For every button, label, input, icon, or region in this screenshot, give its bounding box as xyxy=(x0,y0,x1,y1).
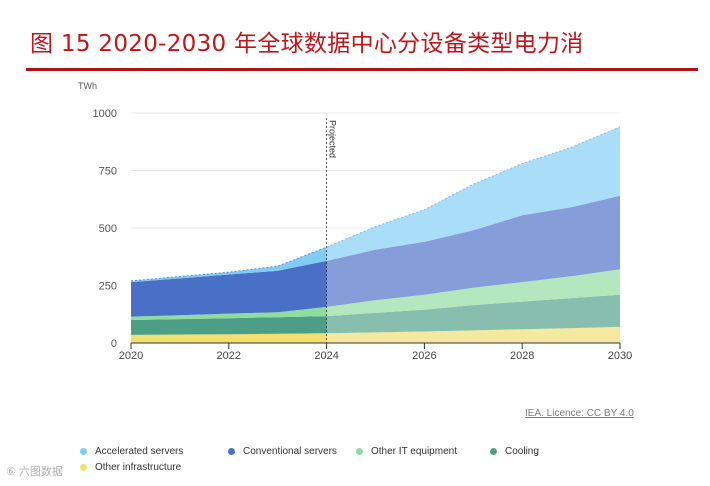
x-tick-label: 2030 xyxy=(608,350,632,362)
x-tick-label: 2020 xyxy=(119,350,143,362)
area-series xyxy=(131,126,620,343)
projection-overlay: Projected xyxy=(130,103,621,343)
area-accelerated-servers xyxy=(131,126,620,283)
x-tick-label: 2026 xyxy=(412,350,436,362)
source-credit[interactable]: IEA. Licence: CC BY 4.0 xyxy=(525,408,634,419)
legend-item-other-it-equipment: Other IT equipment xyxy=(356,446,457,457)
y-tick-label: 500 xyxy=(99,223,117,235)
area-cooling xyxy=(131,294,620,335)
legend-label: Conventional servers xyxy=(243,446,337,457)
y-tick-label: 0 xyxy=(111,338,117,350)
total-outline xyxy=(130,126,621,282)
figure-title: 图 15 2020-2030 年全球数据中心分设备类型电力消 xyxy=(30,31,584,57)
x-tick-label: 2022 xyxy=(217,350,241,362)
legend-label: Cooling xyxy=(505,446,539,457)
legend-label: Other infrastructure xyxy=(95,462,182,473)
projected-region xyxy=(326,103,621,343)
legend-label: Other IT equipment xyxy=(371,446,457,457)
legend-item-other-infrastructure: Other infrastructure xyxy=(80,462,181,473)
title-rule xyxy=(26,68,698,71)
legend-item-conventional-servers: Conventional servers xyxy=(228,446,337,457)
projection-label: Projected xyxy=(328,120,338,158)
y-tick-label: 1000 xyxy=(93,108,117,120)
area-other-it-equipment xyxy=(131,269,620,320)
x-tick-label: 2024 xyxy=(314,350,338,362)
y-unit-label: TWh xyxy=(78,81,97,91)
legend-label: Accelerated servers xyxy=(95,446,184,457)
legend-swatch xyxy=(490,448,497,455)
axes: 0 250 500 750 1000 TWh 2020 2022 2024 2026 2028 203… xyxy=(78,81,632,362)
legend-swatch xyxy=(228,448,235,455)
legend-item-cooling: Cooling xyxy=(490,446,539,457)
x-tick-label: 2028 xyxy=(510,350,534,362)
y-tick-label: 750 xyxy=(99,166,117,178)
watermark: ⑥ 六图数据 xyxy=(6,466,63,478)
legend-swatch xyxy=(80,464,87,471)
legend-swatch xyxy=(80,448,87,455)
legend-swatch xyxy=(356,448,363,455)
area-conventional-servers xyxy=(131,195,620,317)
legend-item-accelerated-servers: Accelerated servers xyxy=(80,446,183,457)
y-tick-label: 250 xyxy=(99,281,117,293)
area-other-infrastructure xyxy=(131,326,620,343)
